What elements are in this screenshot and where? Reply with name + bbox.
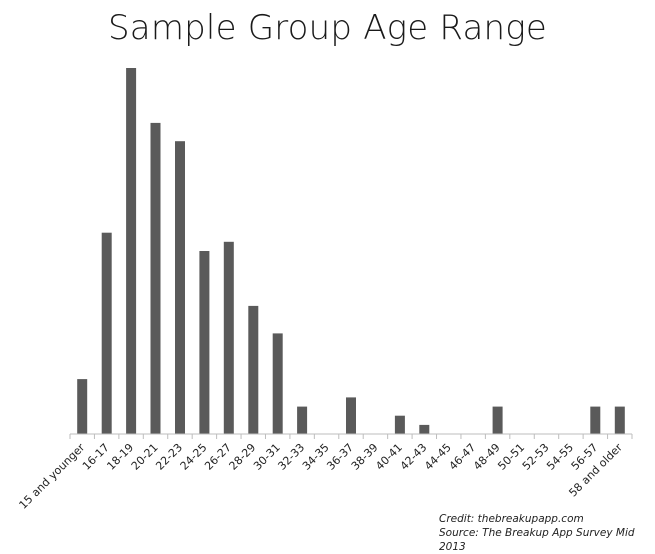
bar-56-57 (590, 406, 601, 435)
credit-block: Credit: thebreakupapp.com Source: The Br… (439, 512, 655, 554)
x-tick-label: 24-25 (178, 441, 210, 473)
bar-15-and-younger (77, 379, 88, 434)
x-tick-label: 26-27 (202, 441, 234, 473)
x-tick-label: 52-53 (520, 441, 552, 473)
bar-36-37 (346, 397, 356, 434)
x-tick-label: 22-23 (153, 441, 185, 473)
x-tick-label: 15 and younger (17, 441, 88, 512)
x-tick-label: 38-39 (349, 441, 381, 473)
bar-18-19 (126, 68, 137, 434)
x-tick-label: 20-21 (129, 441, 161, 473)
x-tick-label: 44-45 (422, 441, 454, 473)
x-tick-label: 42-43 (398, 441, 430, 473)
x-tick-label: 36-37 (324, 441, 356, 473)
x-tick-label: 34-35 (300, 441, 332, 473)
x-ticks-group (69, 434, 633, 439)
x-tick-label: 28-29 (227, 441, 259, 473)
bar-32-33 (297, 406, 308, 435)
x-tick-label: 18-19 (104, 441, 136, 473)
x-tick-label: 54-55 (544, 441, 576, 473)
bar-58-and-older (614, 406, 625, 435)
x-tick-label: 50-51 (495, 441, 527, 473)
bar-42-43 (419, 424, 430, 435)
x-tick-label: 32-33 (275, 441, 307, 473)
chart-title: Sample Group Age Range (108, 8, 547, 48)
bar-16-17 (101, 232, 112, 434)
x-tick-label: 40-41 (373, 441, 405, 473)
bar-40-41 (394, 415, 405, 434)
x-tick-labels-group: 15 and younger16-1718-1920-2122-2324-252… (17, 441, 626, 512)
bar-30-31 (272, 333, 283, 435)
x-tick-label: 46-47 (446, 441, 478, 473)
bar-48-49 (492, 406, 503, 435)
credit-line: Credit: thebreakupapp.com (439, 513, 584, 525)
bar-28-29 (248, 305, 259, 434)
x-tick-label: 48-49 (471, 441, 503, 473)
bar-22-23 (175, 141, 185, 434)
bar-24-25 (199, 251, 210, 434)
source-line: Source: The Breakup App Survey Mid 2013 (439, 527, 635, 553)
x-tick-label: 16-17 (80, 441, 112, 473)
bar-20-21 (150, 122, 161, 435)
bar-26-27 (223, 241, 234, 434)
bars-group (77, 68, 625, 435)
x-tick-label: 30-31 (251, 441, 283, 473)
